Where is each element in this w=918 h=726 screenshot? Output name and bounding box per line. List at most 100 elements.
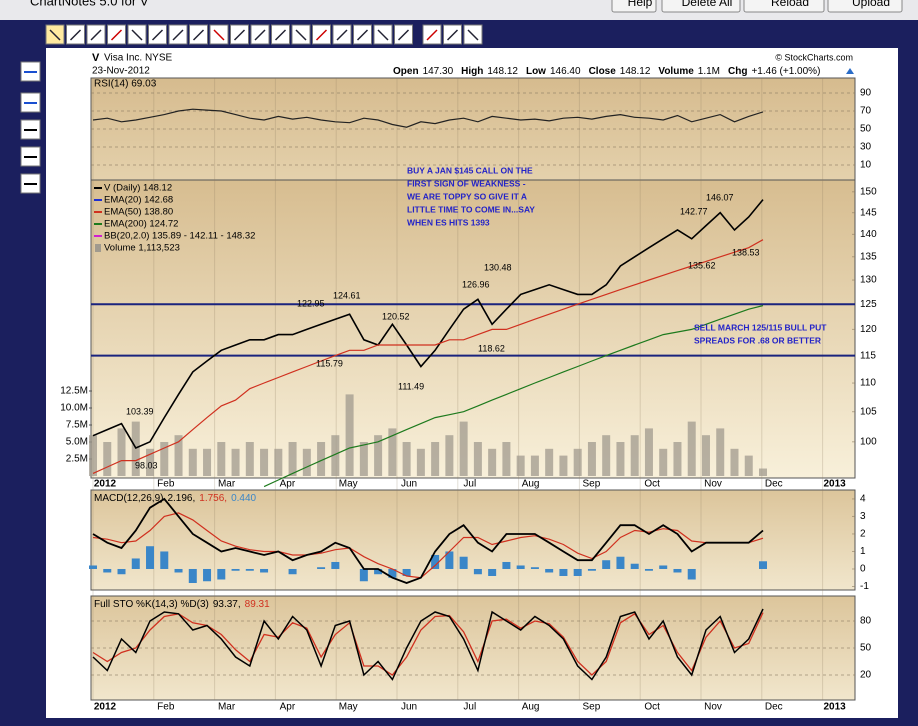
y-tick-label: 130 <box>860 275 877 286</box>
histogram-bar <box>616 556 625 569</box>
volume-bar <box>644 428 653 476</box>
y-tick-label: 30 <box>860 142 872 153</box>
y-tick-label: 50 <box>860 643 872 654</box>
tool-icon <box>69 29 82 41</box>
x-tick-label: Jul <box>463 702 476 713</box>
histogram-bar <box>473 568 482 575</box>
legend-entry: BB(20,2.0) 135.89 - 142.11 - 148.32 <box>104 231 255 242</box>
legend-swatch <box>95 244 101 252</box>
window-button-label[interactable]: Reload <box>771 0 809 9</box>
series-line <box>92 108 764 128</box>
tool-icon <box>446 29 459 41</box>
histogram-bar <box>644 568 653 571</box>
rsi-legend: RSI(14) 69.03 <box>94 79 157 90</box>
window-button[interactable] <box>827 0 903 13</box>
window-button-label[interactable]: Delete All <box>682 0 733 9</box>
volume-bar <box>459 421 468 476</box>
quote-value: 146.40 <box>550 66 581 77</box>
histogram-bar <box>117 568 126 575</box>
x-tick-label: Aug <box>522 479 540 490</box>
y-tick-label: 70 <box>860 106 872 117</box>
y-tick-label: 1 <box>860 546 866 557</box>
chart-date: 23-Nov-2012 <box>92 66 150 77</box>
volume-bar <box>174 435 183 476</box>
annotation: BUY A JAN $145 CALL ON THE <box>407 165 533 175</box>
volume-bar <box>359 442 368 476</box>
volume-bar <box>587 442 596 476</box>
price-label: 130.48 <box>484 262 512 272</box>
histogram-bar <box>374 568 383 575</box>
legend-value: 93.37, <box>213 599 241 610</box>
price-label: 122.95 <box>297 298 325 308</box>
legend-entry: Volume 1,113,523 <box>104 243 180 254</box>
volume-bar <box>602 435 611 476</box>
volume-bar <box>274 448 283 476</box>
window-button-label[interactable]: Help <box>628 0 653 9</box>
quote-value: 148.12 <box>620 66 651 77</box>
legend-entry: V (Daily) 148.12 <box>104 183 172 194</box>
price-label: 135.62 <box>688 260 716 270</box>
volume-bar <box>573 448 582 476</box>
histogram-bar <box>331 561 340 569</box>
histogram-bar <box>573 568 582 576</box>
y-tick-label: 115 <box>860 350 876 361</box>
histogram-bar <box>445 551 454 569</box>
symbol: V <box>92 52 100 64</box>
volume-bar <box>516 455 525 476</box>
histogram-bar <box>602 560 611 569</box>
series-line <box>92 199 764 450</box>
volume-bar <box>146 448 155 476</box>
x-tick-label: 2013 <box>823 479 846 490</box>
y-tick-label: 140 <box>860 229 877 240</box>
volume-bar <box>416 448 425 476</box>
volume-bar <box>616 442 625 476</box>
price-label: 115.79 <box>316 358 343 368</box>
series-line <box>263 305 764 488</box>
histogram-bar <box>587 568 596 571</box>
tool-icon <box>356 29 369 41</box>
window-button[interactable] <box>743 0 825 13</box>
series-line <box>92 497 764 584</box>
volume-bar <box>673 442 682 476</box>
histogram-bar <box>687 568 696 580</box>
volume-bar <box>701 435 710 476</box>
window-button[interactable] <box>661 0 741 13</box>
price-label: 124.61 <box>333 290 361 300</box>
y-tick-label: 105 <box>860 406 877 417</box>
tool-icon <box>467 29 479 41</box>
volume-bar <box>630 435 639 476</box>
annotation: WHEN ES HITS 1393 <box>407 217 490 227</box>
volume-bar <box>744 455 753 476</box>
histogram-bar <box>545 568 554 573</box>
volume-bar <box>431 442 440 476</box>
quote-label: Close <box>589 66 617 77</box>
y-tick-label: 7.5M <box>66 420 88 431</box>
price-label: 146.07 <box>706 192 734 202</box>
histogram-bar <box>488 568 497 576</box>
x-tick-label: 2012 <box>94 702 117 713</box>
company: Visa Inc. NYSE <box>104 53 173 64</box>
window-button[interactable] <box>611 0 657 13</box>
tool-icon <box>274 29 287 41</box>
histogram-bar <box>217 568 226 580</box>
legend-entry: EMA(20) 142.68 <box>104 195 173 206</box>
volume-bar <box>730 448 739 476</box>
volume-bar <box>317 442 326 476</box>
legend-value: 2.196, <box>167 493 195 504</box>
volume-bar <box>331 435 340 476</box>
x-tick-label: Nov <box>704 479 722 490</box>
volume-bar <box>188 448 197 476</box>
histogram-bar <box>388 568 397 578</box>
quote-value: 1.1M <box>698 66 720 77</box>
series-line <box>92 612 764 676</box>
histogram-bar <box>530 567 539 569</box>
window-button-label[interactable]: Upload <box>852 0 890 9</box>
volume-bar <box>245 442 254 476</box>
annotation: SELL MARCH 125/115 BULL PUT <box>694 322 827 332</box>
y-tick-label: 50 <box>860 124 872 135</box>
y-tick-label: 120 <box>860 324 877 335</box>
y-tick-label: 150 <box>860 186 877 197</box>
x-tick-label: Apr <box>280 702 296 713</box>
x-tick-label: Oct <box>644 702 660 713</box>
volume-bar <box>117 428 126 476</box>
